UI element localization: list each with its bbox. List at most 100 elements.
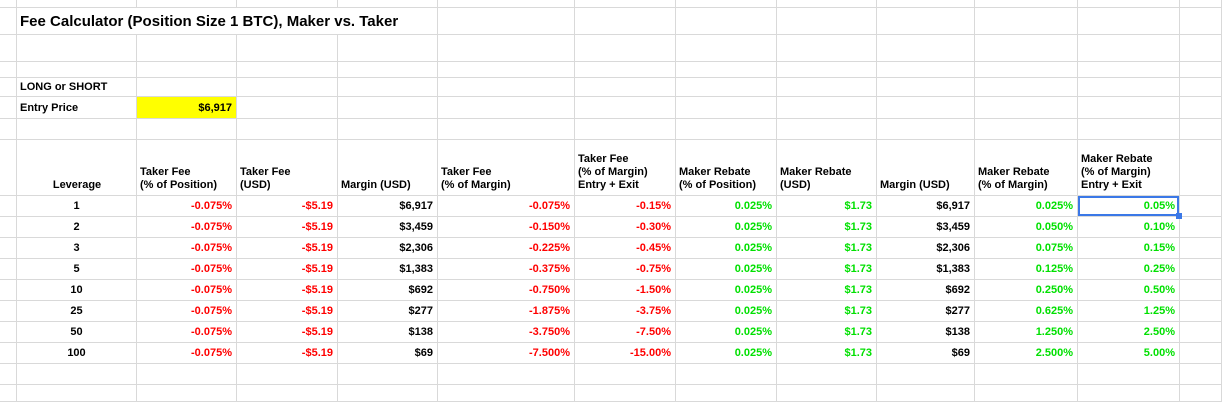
fee-table-cell[interactable]: 0.50% xyxy=(1078,280,1180,301)
empty-cell[interactable] xyxy=(676,364,777,385)
fee-table-cell[interactable]: 0.025% xyxy=(676,217,777,238)
empty-cell[interactable] xyxy=(777,385,877,402)
fee-table-cell[interactable]: $6,917 xyxy=(338,196,438,217)
empty-cell[interactable] xyxy=(237,78,338,97)
fee-table-cell[interactable]: $2,306 xyxy=(877,238,975,259)
empty-cell[interactable] xyxy=(1078,62,1180,78)
empty-cell[interactable] xyxy=(1180,140,1222,196)
empty-cell[interactable] xyxy=(0,301,17,322)
empty-cell[interactable] xyxy=(975,62,1078,78)
empty-cell[interactable] xyxy=(575,8,676,35)
empty-cell[interactable] xyxy=(338,364,438,385)
column-header-cell[interactable]: Margin (USD) xyxy=(338,140,438,196)
empty-cell[interactable] xyxy=(877,385,975,402)
fee-table-cell[interactable]: -0.075% xyxy=(137,217,237,238)
fee-table-cell[interactable]: 0.625% xyxy=(975,301,1078,322)
fee-table-cell[interactable]: -7.50% xyxy=(575,322,676,343)
fee-table-cell[interactable]: -$5.19 xyxy=(237,196,338,217)
empty-cell[interactable] xyxy=(676,78,777,97)
empty-cell[interactable] xyxy=(1180,8,1222,35)
fee-table-cell[interactable]: -0.075% xyxy=(137,322,237,343)
empty-cell[interactable] xyxy=(17,364,137,385)
fee-table-cell[interactable]: $6,917 xyxy=(877,196,975,217)
empty-cell[interactable] xyxy=(575,119,676,140)
empty-cell[interactable] xyxy=(438,385,575,402)
fee-table-cell[interactable]: -0.750% xyxy=(438,280,575,301)
fee-table-cell[interactable]: -3.750% xyxy=(438,322,575,343)
entry-price-cell[interactable]: $6,917 xyxy=(137,97,237,119)
fee-table-cell[interactable]: -$5.19 xyxy=(237,238,338,259)
empty-cell[interactable] xyxy=(877,35,975,62)
empty-cell[interactable] xyxy=(338,385,438,402)
empty-cell[interactable] xyxy=(0,385,17,402)
empty-cell[interactable] xyxy=(1078,0,1180,8)
fee-table-cell[interactable]: $1.73 xyxy=(777,301,877,322)
empty-cell[interactable] xyxy=(237,0,338,8)
empty-cell[interactable] xyxy=(137,119,237,140)
empty-cell[interactable] xyxy=(575,97,676,119)
empty-cell[interactable] xyxy=(1180,238,1222,259)
empty-cell[interactable] xyxy=(1180,301,1222,322)
empty-cell[interactable] xyxy=(975,97,1078,119)
fee-table-cell[interactable]: -0.075% xyxy=(137,196,237,217)
fee-table-cell[interactable]: -3.75% xyxy=(575,301,676,322)
fee-table-cell[interactable]: -1.50% xyxy=(575,280,676,301)
empty-cell[interactable] xyxy=(1180,196,1222,217)
empty-cell[interactable] xyxy=(0,238,17,259)
empty-cell[interactable] xyxy=(237,97,338,119)
long-or-short-label[interactable]: LONG or SHORT xyxy=(17,78,137,97)
empty-cell[interactable] xyxy=(676,119,777,140)
fee-table-cell[interactable]: $1.73 xyxy=(777,280,877,301)
column-header-cell[interactable]: Maker Rebate (% of Margin) Entry + Exit xyxy=(1078,140,1180,196)
empty-cell[interactable] xyxy=(338,119,438,140)
empty-cell[interactable] xyxy=(1180,97,1222,119)
fee-table-cell[interactable]: -0.15% xyxy=(575,196,676,217)
empty-cell[interactable] xyxy=(137,364,237,385)
fee-table-cell[interactable]: 0.025% xyxy=(676,322,777,343)
empty-cell[interactable] xyxy=(877,97,975,119)
fee-table-cell[interactable]: $138 xyxy=(338,322,438,343)
empty-cell[interactable] xyxy=(575,364,676,385)
fee-table-cell[interactable]: 0.15% xyxy=(1078,238,1180,259)
empty-cell[interactable] xyxy=(0,322,17,343)
fee-table-cell[interactable]: -0.375% xyxy=(438,259,575,280)
empty-cell[interactable] xyxy=(777,8,877,35)
fee-table-cell[interactable]: 0.25% xyxy=(1078,259,1180,280)
fee-table-cell[interactable]: $1.73 xyxy=(777,196,877,217)
fee-table-cell[interactable]: 2.50% xyxy=(1078,322,1180,343)
empty-cell[interactable] xyxy=(137,78,237,97)
empty-cell[interactable] xyxy=(975,364,1078,385)
empty-cell[interactable] xyxy=(0,97,17,119)
selection-fill-handle[interactable] xyxy=(1176,213,1182,219)
fee-table-cell[interactable]: 1.250% xyxy=(975,322,1078,343)
fee-table-cell[interactable]: -0.075% xyxy=(137,343,237,364)
empty-cell[interactable] xyxy=(1180,385,1222,402)
empty-cell[interactable] xyxy=(0,140,17,196)
fee-table-cell[interactable]: $1,383 xyxy=(877,259,975,280)
empty-cell[interactable] xyxy=(676,8,777,35)
column-header-cell[interactable]: Taker Fee (% of Margin) xyxy=(438,140,575,196)
empty-cell[interactable] xyxy=(877,364,975,385)
fee-table-cell[interactable]: 100 xyxy=(17,343,137,364)
fee-table-cell[interactable]: $1.73 xyxy=(777,259,877,280)
fee-table-cell[interactable]: 1.25% xyxy=(1078,301,1180,322)
fee-table-cell[interactable]: $138 xyxy=(877,322,975,343)
column-header-cell[interactable]: Margin (USD) xyxy=(877,140,975,196)
empty-cell[interactable] xyxy=(438,97,575,119)
empty-cell[interactable] xyxy=(0,119,17,140)
empty-cell[interactable] xyxy=(1078,8,1180,35)
fee-table-cell[interactable]: 1 xyxy=(17,196,137,217)
empty-cell[interactable] xyxy=(777,97,877,119)
fee-table-cell[interactable]: $277 xyxy=(877,301,975,322)
fee-table-cell[interactable]: $3,459 xyxy=(338,217,438,238)
fee-table-cell[interactable]: $69 xyxy=(338,343,438,364)
selected-cell[interactable]: 0.05% xyxy=(1078,196,1182,219)
empty-cell[interactable] xyxy=(1078,78,1180,97)
fee-table-cell[interactable]: 3 xyxy=(17,238,137,259)
empty-cell[interactable] xyxy=(338,97,438,119)
fee-table-cell[interactable]: -0.75% xyxy=(575,259,676,280)
fee-table-cell[interactable]: -0.075% xyxy=(438,196,575,217)
empty-cell[interactable] xyxy=(975,78,1078,97)
fee-table-cell[interactable]: 0.025% xyxy=(676,238,777,259)
empty-cell[interactable] xyxy=(575,0,676,8)
